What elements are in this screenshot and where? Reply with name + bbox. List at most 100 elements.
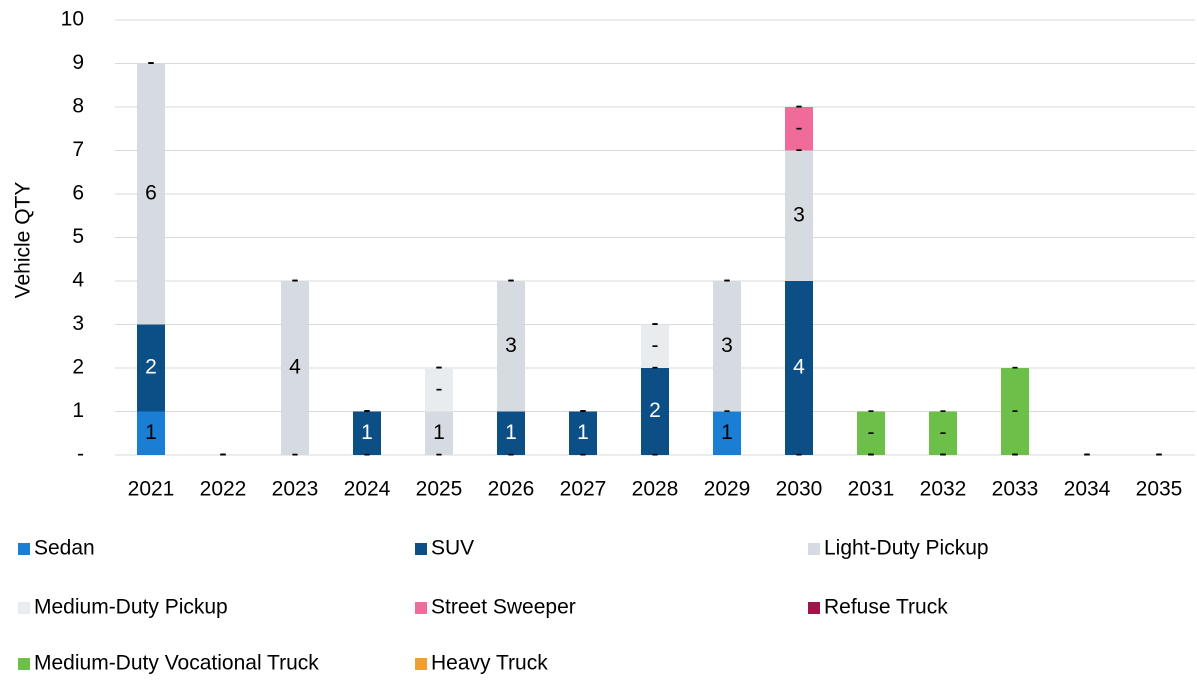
data-label: -	[220, 443, 227, 466]
data-label: -	[1084, 443, 1091, 466]
data-label: -	[868, 443, 875, 466]
data-label: -	[220, 443, 227, 466]
data-label: -	[508, 269, 515, 292]
data-label: -	[724, 269, 731, 292]
data-label: -	[148, 51, 155, 74]
data-label: -	[580, 399, 587, 422]
bar-segment	[569, 411, 597, 455]
data-label: -	[508, 269, 515, 292]
data-label: -	[292, 443, 299, 466]
data-label: -	[580, 443, 587, 466]
data-label: -	[1012, 443, 1019, 466]
data-label: -	[580, 399, 587, 422]
bar-segment	[857, 411, 885, 455]
data-label: -	[220, 443, 227, 466]
data-label: -	[796, 95, 803, 118]
data-label: -	[940, 443, 947, 466]
data-label: -	[436, 443, 443, 466]
data-label: -	[1084, 443, 1091, 466]
data-label: -	[652, 312, 659, 335]
legend-label: Medium-Duty Pickup	[34, 596, 228, 619]
x-tick-label: 2027	[560, 478, 607, 501]
data-label: -	[1156, 443, 1163, 466]
x-tick-label: 2034	[1064, 478, 1111, 501]
x-tick-label: 2035	[1136, 478, 1183, 501]
data-label: -	[940, 443, 947, 466]
bar-segment	[497, 281, 525, 412]
data-label: -	[580, 399, 587, 422]
y-tick-label: 5	[72, 225, 84, 248]
data-label: -	[220, 443, 227, 466]
x-tick-label: 2022	[200, 478, 247, 501]
data-label: -	[508, 269, 515, 292]
bar-segment	[137, 63, 165, 325]
data-label: -	[580, 399, 587, 422]
y-tick-label: 2	[72, 356, 84, 379]
bar-segment	[713, 281, 741, 412]
data-label: -	[796, 138, 803, 161]
data-label: -	[652, 312, 659, 335]
data-label: -	[652, 312, 659, 335]
data-label: -	[1084, 443, 1091, 466]
bar-segment	[137, 324, 165, 412]
data-label: -	[1012, 443, 1019, 466]
legend-label: Sedan	[34, 537, 95, 560]
data-label: -	[436, 356, 443, 379]
data-label: 1	[505, 421, 517, 444]
y-tick-label: -	[77, 443, 84, 466]
bar-segment	[785, 281, 813, 455]
data-label: -	[1156, 443, 1163, 466]
bar-segment	[425, 368, 453, 412]
legend-swatch	[415, 658, 427, 670]
legend-swatch	[18, 543, 30, 555]
data-label: -	[796, 443, 803, 466]
data-label: -	[436, 356, 443, 379]
data-label: 2	[649, 399, 661, 422]
data-label: -	[1012, 443, 1019, 466]
x-tick-label: 2021	[128, 478, 175, 501]
data-label: 1	[721, 421, 733, 444]
data-label: -	[940, 443, 947, 466]
y-tick-label: 6	[72, 182, 84, 205]
bar-segment	[497, 411, 525, 455]
data-label: -	[364, 443, 371, 466]
bar-segment	[137, 411, 165, 455]
data-label: -	[1156, 443, 1163, 466]
data-label: -	[292, 269, 299, 292]
data-label: 6	[145, 182, 157, 205]
data-label: -	[436, 356, 443, 379]
legend-swatch	[415, 602, 427, 614]
data-label: -	[1084, 443, 1091, 466]
data-label: -	[724, 269, 731, 292]
data-label: -	[1012, 443, 1019, 466]
x-tick-label: 2033	[992, 478, 1039, 501]
data-label: -	[1012, 356, 1019, 379]
data-label: -	[868, 443, 875, 466]
data-label: -	[148, 51, 155, 74]
y-tick-label: 10	[61, 8, 84, 31]
bar-segment	[425, 411, 453, 455]
data-label: -	[292, 443, 299, 466]
data-label: -	[1012, 443, 1019, 466]
data-label: -	[1084, 443, 1091, 466]
x-tick-label: 2029	[704, 478, 751, 501]
data-label: -	[940, 443, 947, 466]
data-label: -	[940, 421, 947, 444]
data-label: -	[652, 334, 659, 357]
data-label: 3	[793, 203, 805, 226]
data-label: -	[724, 269, 731, 292]
data-label: -	[436, 443, 443, 466]
data-label: -	[508, 269, 515, 292]
legend-swatch	[18, 602, 30, 614]
data-label: -	[220, 443, 227, 466]
y-tick-label: 1	[72, 399, 84, 422]
data-label: -	[1156, 443, 1163, 466]
data-label: -	[364, 399, 371, 422]
data-label: -	[364, 399, 371, 422]
data-label: 1	[577, 421, 589, 444]
data-label: 1	[433, 421, 445, 444]
legend-swatch	[808, 543, 820, 555]
bar-segment	[929, 411, 957, 455]
x-tick-label: 2028	[632, 478, 679, 501]
